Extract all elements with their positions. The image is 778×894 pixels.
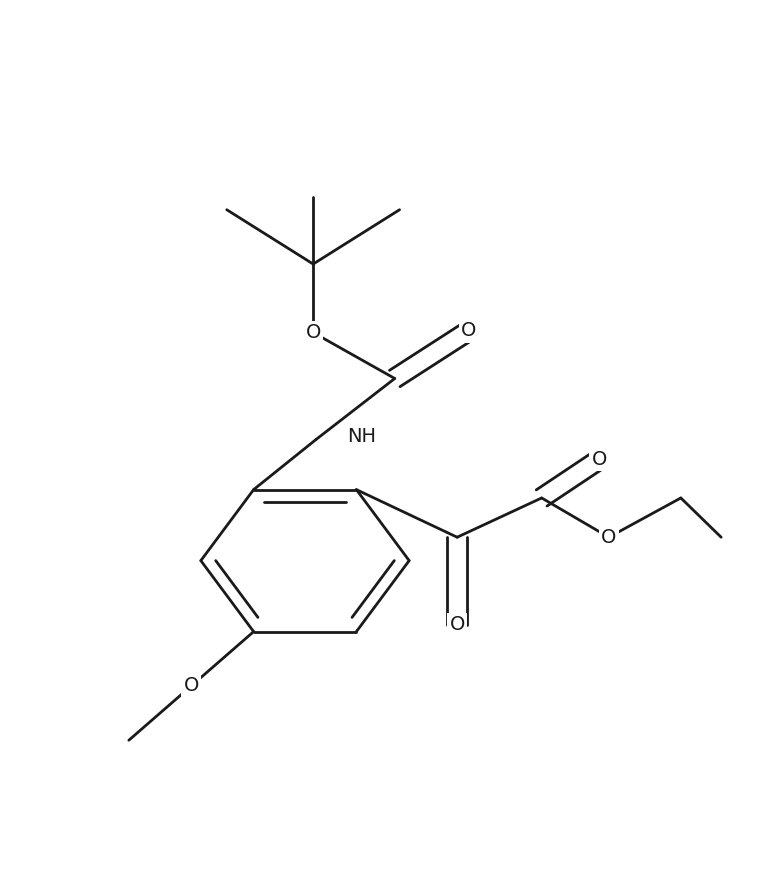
- Text: NH: NH: [347, 427, 376, 446]
- Text: O: O: [601, 527, 616, 547]
- Text: O: O: [306, 323, 321, 342]
- Text: O: O: [450, 615, 464, 635]
- Text: O: O: [184, 677, 199, 696]
- Text: O: O: [591, 450, 607, 469]
- Text: O: O: [461, 321, 476, 341]
